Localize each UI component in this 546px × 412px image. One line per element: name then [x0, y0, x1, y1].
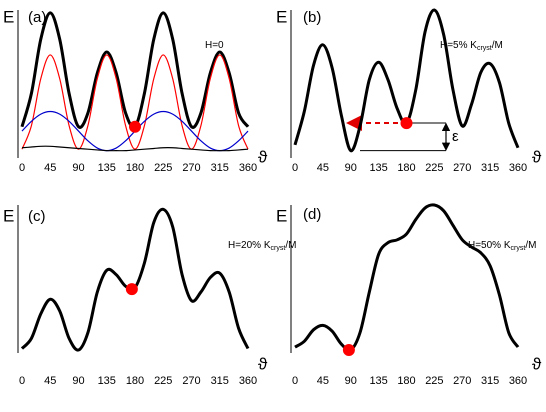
- x-tick-label: 270: [182, 162, 200, 174]
- x-tick-label: 135: [98, 375, 116, 387]
- curve: [21, 145, 249, 152]
- x-tick-label: 270: [182, 375, 200, 387]
- x-tick-label: 90: [72, 375, 84, 387]
- annotation-part: cryst: [271, 245, 286, 252]
- x-tick-label: 180: [126, 162, 144, 174]
- annotation-part: /M: [492, 40, 503, 51]
- y-axis-label: E: [276, 206, 287, 225]
- x-axis-label: ϑ: [258, 147, 268, 166]
- x-tick-label: 315: [481, 162, 499, 174]
- annotation-part: H=0: [205, 40, 224, 51]
- x-tick-label: 45: [44, 162, 56, 174]
- annotation-part: /M: [525, 240, 536, 251]
- panel-b-extras: ε: [346, 115, 459, 152]
- x-axis-label: ϑ: [258, 354, 268, 373]
- x-tick-label: 225: [425, 375, 443, 387]
- x-tick-label: 45: [44, 375, 56, 387]
- x-tick-label: 135: [98, 162, 116, 174]
- x-tick-label: 225: [425, 162, 443, 174]
- state-marker: [129, 120, 141, 133]
- x-tick-label: 0: [292, 375, 298, 387]
- y-axis-label: E: [276, 7, 287, 26]
- curve: [293, 8, 520, 153]
- x-tick-label: 270: [453, 162, 471, 174]
- x-tick-label: 90: [345, 162, 357, 174]
- x-tick-label: 270: [453, 375, 471, 387]
- x-tick-label: 90: [345, 375, 357, 387]
- x-tick-label: 0: [19, 162, 25, 174]
- y-axis-label: E: [3, 206, 14, 225]
- annotation: H=50% Kcryst/M: [468, 240, 536, 252]
- annotation-part: H=50% K: [468, 240, 511, 251]
- annotation-part: cryst: [511, 245, 526, 252]
- x-tick-label: 45: [317, 375, 329, 387]
- curve: [21, 54, 249, 150]
- state-marker: [400, 117, 413, 130]
- x-tick-label: 360: [509, 162, 527, 174]
- state-marker: [125, 283, 138, 296]
- panel-label: (c): [28, 208, 46, 225]
- x-tick-label: 0: [19, 375, 25, 387]
- x-tick-label: 180: [397, 375, 415, 387]
- x-tick-label: 90: [72, 162, 84, 174]
- panel-label: (d): [303, 206, 321, 223]
- panel-label: (b): [303, 9, 321, 26]
- x-tick-label: 360: [509, 375, 527, 387]
- x-tick-label: 135: [369, 162, 387, 174]
- x-axis-label: ϑ: [532, 354, 542, 373]
- x-tick-label: 225: [154, 162, 172, 174]
- x-tick-label: 0: [292, 162, 298, 174]
- curve: [20, 11, 250, 129]
- x-tick-label: 315: [481, 375, 499, 387]
- annotation: H=0: [205, 40, 224, 51]
- curve: [294, 203, 520, 352]
- x-tick-label: 360: [239, 162, 257, 174]
- annotation-part: cryst: [477, 45, 492, 52]
- annotation-part: H=20% K: [228, 240, 271, 251]
- x-tick-label: 45: [317, 162, 329, 174]
- x-tick-label: 360: [239, 375, 257, 387]
- annotation: H=20% Kcryst/M: [228, 240, 296, 252]
- annotation: H=5% Kcryst/M: [440, 40, 503, 52]
- y-axis-label: E: [3, 7, 14, 26]
- curve: [20, 207, 250, 352]
- annotation-part: H=5% K: [440, 40, 477, 51]
- x-tick-label: 315: [211, 375, 229, 387]
- x-tick-label: 135: [369, 375, 387, 387]
- panel-label: (a): [28, 9, 46, 26]
- x-tick-label: 180: [397, 162, 415, 174]
- x-tick-label: 315: [211, 162, 229, 174]
- x-tick-label: 225: [154, 375, 172, 387]
- epsilon-label: ε: [452, 128, 459, 145]
- x-tick-label: 180: [126, 375, 144, 387]
- x-axis-label: ϑ: [532, 147, 542, 166]
- state-marker: [342, 344, 355, 356]
